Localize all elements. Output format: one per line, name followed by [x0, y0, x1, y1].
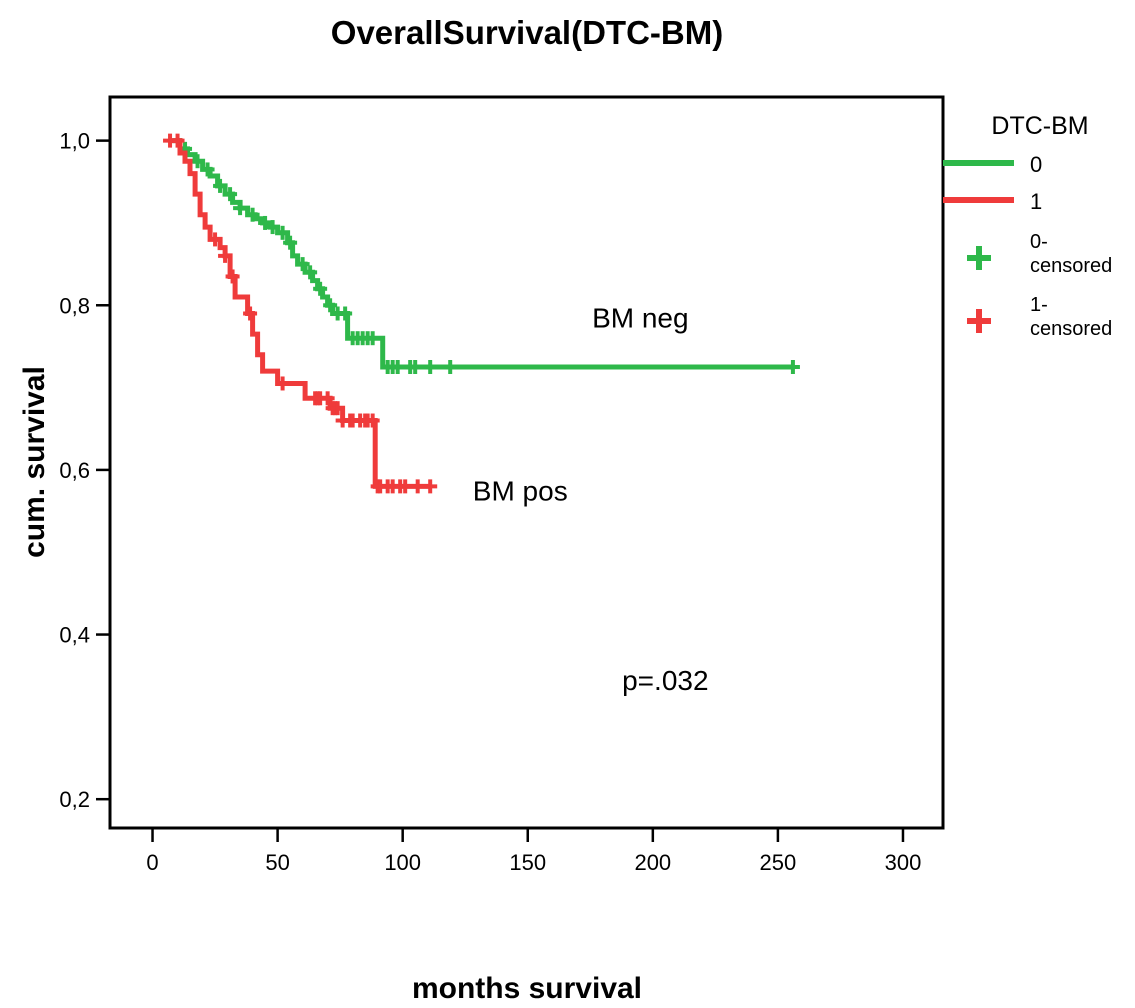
legend-label-0: 0: [1030, 152, 1042, 177]
censor-mark-0: [233, 201, 248, 216]
x-axis: 0 50 100 150 200 250 300: [146, 828, 921, 875]
censor-mark-1: [330, 401, 345, 416]
x-axis-label: months survival: [412, 972, 642, 1005]
x-tick-label: 0: [146, 850, 158, 875]
censor-mark-0: [245, 207, 260, 222]
legend-label-2: 0- censored: [1030, 231, 1112, 277]
legend-cross-0: [967, 246, 991, 270]
censor-mark-0: [423, 360, 438, 375]
x-tick-label: 150: [509, 850, 546, 875]
censor-mark-1: [320, 391, 335, 406]
censor-mark-0: [313, 281, 328, 296]
x-tick-label: 300: [885, 850, 922, 875]
censor-mark-0: [275, 225, 290, 240]
x-tick-label: 50: [265, 850, 289, 875]
legend-label-3: 1- censored: [1030, 294, 1112, 340]
censor-mark-0: [223, 187, 238, 202]
legend: DTC-BM 0 1 0- censored 1- censored: [943, 112, 1112, 340]
censor-mark-0: [303, 265, 318, 280]
censor-mark-0: [200, 162, 215, 177]
censor-mark-1: [275, 376, 290, 391]
y-tick-label: 1,0: [59, 129, 90, 154]
censor-mark-0: [190, 154, 205, 169]
censor-mark-1: [218, 248, 233, 263]
y-axis: 0,2 0,4 0,6 0,8 1,0: [59, 129, 110, 812]
annotation-bm-neg: BM neg: [592, 303, 689, 334]
y-axis-label: cum. survival: [18, 366, 51, 558]
censor-mark-1: [365, 413, 380, 428]
legend-cross-1: [967, 309, 991, 333]
censor-mark-0: [408, 360, 423, 375]
censor-mark-1: [243, 306, 258, 321]
censor-mark-0: [323, 298, 338, 313]
censor-mark-0: [785, 360, 800, 375]
censor-mark-0: [338, 306, 353, 321]
series-line-0: [172, 138, 793, 370]
annotation-p-value: p=.032: [622, 665, 708, 696]
y-tick-label: 0,8: [59, 293, 90, 318]
annotation-bm-pos: BM pos: [473, 475, 568, 506]
plot-frame: [108, 95, 945, 830]
legend-label-1: 1: [1030, 189, 1042, 214]
censor-mark-0: [390, 360, 405, 375]
censor-mark-0: [283, 235, 298, 250]
x-tick-label: 250: [760, 850, 797, 875]
censor-mark-0: [258, 215, 273, 230]
censor-mark-0: [213, 178, 228, 193]
censor-mark-0: [265, 220, 280, 235]
censor-mark-1: [208, 232, 223, 247]
censor-mark-0: [365, 331, 380, 346]
y-tick-label: 0,6: [59, 458, 90, 483]
censor-mark-1: [398, 479, 413, 494]
censor-mark-0: [443, 360, 458, 375]
series-layer: [163, 133, 800, 494]
censor-mark-1: [225, 269, 240, 284]
censor-mark-1: [410, 479, 425, 494]
censor-mark-0: [295, 257, 310, 272]
y-tick-label: 0,2: [59, 787, 90, 812]
x-tick-label: 200: [634, 850, 671, 875]
series-line-1: [170, 138, 431, 489]
legend-title: DTC-BM: [991, 112, 1088, 140]
censor-mark-1: [423, 479, 438, 494]
censor-mark-1: [170, 133, 185, 148]
y-tick-label: 0,4: [59, 623, 90, 648]
x-tick-label: 100: [384, 850, 421, 875]
chart-title: OverallSurvival(DTC-BM): [331, 14, 723, 51]
